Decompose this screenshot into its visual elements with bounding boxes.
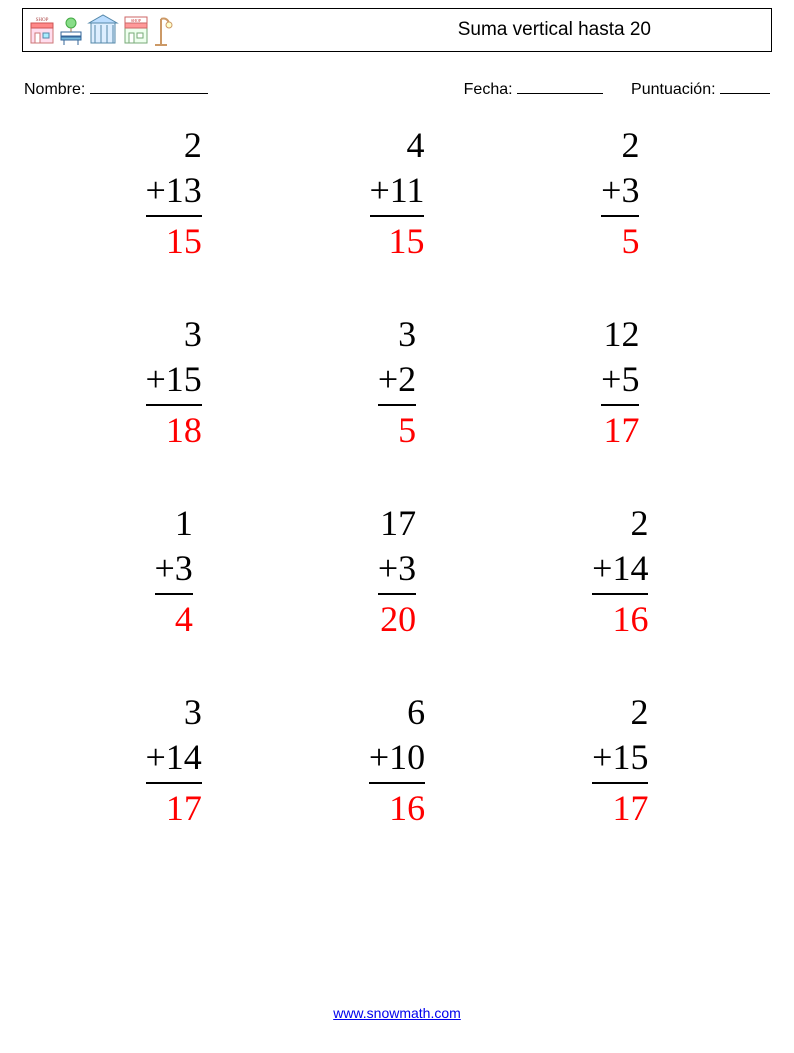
- answer: 17: [146, 784, 202, 831]
- answer: 17: [601, 406, 639, 453]
- problem-stack: 1+3 4: [155, 501, 193, 642]
- date-label: Fecha:: [464, 81, 513, 98]
- header-box: SHOP SHOP: [22, 8, 772, 52]
- problem-stack: 2+13 15: [146, 123, 202, 264]
- answer: 17: [592, 784, 648, 831]
- worksheet-page: SHOP SHOP: [0, 0, 794, 1053]
- answer: 20: [378, 595, 416, 642]
- addend-top: 4: [370, 123, 425, 168]
- date-blank[interactable]: [517, 80, 603, 94]
- problem-stack: 17+320: [378, 501, 416, 642]
- problem-stack: 2+15 17: [592, 690, 648, 831]
- problem-stack: 2+3 5: [601, 123, 639, 264]
- addend-top: 3: [378, 312, 416, 357]
- addend-top: 17: [378, 501, 416, 546]
- addend-top: 3: [146, 312, 202, 357]
- addend-top: 3: [146, 690, 202, 735]
- addend-bottom: +14: [146, 735, 202, 784]
- addition-problem: 6+10 16: [285, 690, 508, 831]
- footer: www.snowmath.com: [0, 1005, 794, 1021]
- addend-bottom: +2: [378, 357, 416, 406]
- score-field: Puntuación:: [631, 80, 770, 99]
- addend-bottom: +3: [378, 546, 416, 595]
- addend-bottom: +3: [601, 168, 639, 217]
- answer: 16: [592, 595, 648, 642]
- header-icons: SHOP SHOP: [29, 13, 229, 47]
- answer: 5: [601, 217, 639, 264]
- addition-problem: 4+11 15: [285, 123, 508, 264]
- answer: 18: [146, 406, 202, 453]
- problem-stack: 2+14 16: [592, 501, 648, 642]
- addition-problem: 17+320: [285, 501, 508, 642]
- addition-problem: 1+3 4: [62, 501, 285, 642]
- addend-bottom: +5: [601, 357, 639, 406]
- problem-stack: 3+14 17: [146, 690, 202, 831]
- name-label: Nombre:: [24, 81, 85, 98]
- date-field: Fecha:: [464, 80, 603, 99]
- addition-problem: 2+14 16: [509, 501, 732, 642]
- answer: 15: [146, 217, 202, 264]
- addend-bottom: +14: [592, 546, 648, 595]
- addition-problem: 3+15 18: [62, 312, 285, 453]
- addend-bottom: +15: [592, 735, 648, 784]
- addition-problem: 2+13 15: [62, 123, 285, 264]
- answer: 15: [370, 217, 425, 264]
- addend-top: 2: [601, 123, 639, 168]
- info-row: Nombre: Fecha: Puntuación:: [22, 80, 772, 99]
- svg-text:SHOP: SHOP: [131, 18, 142, 23]
- addend-bottom: +13: [146, 168, 202, 217]
- addition-problem: 3+2 5: [285, 312, 508, 453]
- addition-problem: 12+517: [509, 312, 732, 453]
- problem-stack: 4+11 15: [370, 123, 425, 264]
- addition-problem: 2+3 5: [509, 123, 732, 264]
- name-blank[interactable]: [90, 80, 208, 94]
- addition-problem: 3+14 17: [62, 690, 285, 831]
- score-blank[interactable]: [720, 80, 770, 94]
- problem-stack: 3+2 5: [378, 312, 416, 453]
- name-field: Nombre:: [24, 80, 208, 99]
- score-label: Puntuación:: [631, 81, 716, 98]
- town-icon: SHOP SHOP: [29, 13, 229, 47]
- addend-top: 6: [369, 690, 425, 735]
- problem-stack: 3+15 18: [146, 312, 202, 453]
- addend-top: 2: [592, 690, 648, 735]
- addend-bottom: +11: [370, 168, 425, 217]
- addend-top: 1: [155, 501, 193, 546]
- info-right: Fecha: Puntuación:: [464, 80, 770, 99]
- addition-problem: 2+15 17: [509, 690, 732, 831]
- addend-bottom: +3: [155, 546, 193, 595]
- problems-grid: 2+13 15 4+11 15 2+3 5 3+15 18 3+2 512+51…: [22, 123, 772, 831]
- problem-stack: 6+10 16: [369, 690, 425, 831]
- answer: 16: [369, 784, 425, 831]
- answer: 4: [155, 595, 193, 642]
- addend-bottom: +15: [146, 357, 202, 406]
- info-left: Nombre:: [24, 80, 208, 99]
- addend-top: 12: [601, 312, 639, 357]
- answer: 5: [378, 406, 416, 453]
- addend-top: 2: [592, 501, 648, 546]
- addend-top: 2: [146, 123, 202, 168]
- footer-link[interactable]: www.snowmath.com: [333, 1005, 461, 1021]
- page-title: Suma vertical hasta 20: [458, 19, 761, 41]
- problem-stack: 12+517: [601, 312, 639, 453]
- svg-text:SHOP: SHOP: [36, 18, 49, 23]
- addend-bottom: +10: [369, 735, 425, 784]
